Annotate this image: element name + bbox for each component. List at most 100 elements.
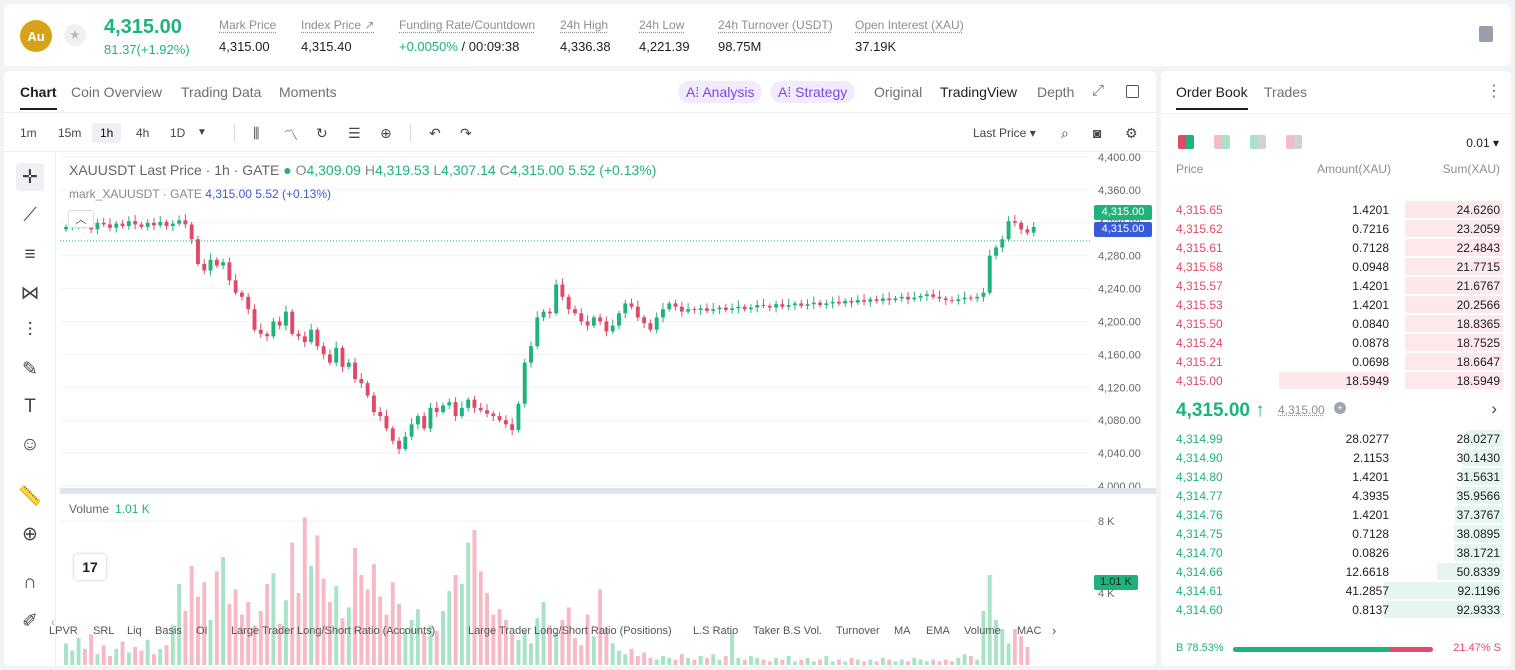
more-icon[interactable]: ⋮ <box>1486 83 1502 100</box>
bid-row[interactable]: 4,314.60 0.8137 92.9333 <box>1161 600 1511 619</box>
indicator-lpvr[interactable]: LPVR <box>49 625 78 637</box>
indicator-liq[interactable]: Liq <box>127 625 142 637</box>
bid-row[interactable]: 4,314.90 2.1153 30.1430 <box>1161 448 1511 467</box>
timeframe-1h[interactable]: 1h <box>92 123 122 143</box>
ask-row[interactable]: 4,315.53 1.4201 20.2566 <box>1161 295 1511 314</box>
indicator-ma[interactable]: MA <box>894 625 911 637</box>
bid-row[interactable]: 4,314.61 41.2857 92.1196 <box>1161 581 1511 600</box>
bid-row[interactable]: 4,314.75 0.7128 38.0895 <box>1161 524 1511 543</box>
redo-icon[interactable]: ↷ <box>460 125 472 141</box>
ruler-icon[interactable]: 📏 <box>18 486 42 507</box>
orderbook-panel: Order Book Trades ⋮ 0.01 ▾ Price Amount(… <box>1161 71 1511 666</box>
indicator-oi[interactable]: OI <box>196 625 208 637</box>
collapse-legend-button[interactable]: ︿ <box>68 210 94 228</box>
candlestick-chart[interactable]: 4,400.004,360.004,320.004,280.004,240.00… <box>4 153 1156 666</box>
bid-row[interactable]: 4,314.99 28.0277 28.0277 <box>1161 429 1511 448</box>
ask-row[interactable]: 4,315.00 18.5949 18.5949 <box>1161 371 1511 390</box>
indicator-ls-ratio[interactable]: L.S Ratio <box>693 625 739 637</box>
bid-row[interactable]: 4,314.76 1.4201 37.3767 <box>1161 505 1511 524</box>
indicator-macd[interactable]: MAC <box>1017 625 1042 637</box>
pencil-lock-icon[interactable]: ✐ <box>22 610 38 632</box>
candles-icon[interactable]: ⫼ <box>253 125 260 141</box>
row-sum: 35.9566 <box>1456 489 1500 503</box>
indicator-large-trader-accounts[interactable]: Large Trader Long/Short Ratio (Accounts) <box>231 625 436 637</box>
ask-row[interactable]: 4,315.21 0.0698 18.6647 <box>1161 352 1511 371</box>
favorite-star-icon[interactable]: ★ <box>64 24 86 46</box>
magnet-icon[interactable]: ∩ <box>23 572 37 593</box>
search-icon[interactable]: ⌕ <box>1061 125 1069 141</box>
ask-row[interactable]: 4,315.61 0.7128 22.4843 <box>1161 238 1511 257</box>
settings-icon[interactable]: ⚙ <box>1125 125 1138 141</box>
tab-depth[interactable]: Depth <box>1037 84 1075 100</box>
timeframe-1m[interactable]: 1m <box>20 126 37 140</box>
timeframe-15m[interactable]: 15m <box>58 126 82 140</box>
book-icon[interactable] <box>1479 26 1493 42</box>
strategy-button[interactable]: A⁞ Strategy <box>770 81 856 103</box>
window-icon[interactable] <box>1126 85 1139 98</box>
chevron-right-icon[interactable]: › <box>1491 399 1497 418</box>
volume-bar <box>240 614 244 665</box>
shield-icon[interactable]: + <box>1334 402 1346 414</box>
horizontal-lines-icon[interactable]: ≡ <box>24 244 36 265</box>
pattern-icon[interactable]: ⋈ <box>20 282 40 304</box>
indicators-icon[interactable]: 〽 <box>284 127 298 143</box>
volume-bar <box>340 618 345 665</box>
camera-icon[interactable]: ◙ <box>1093 125 1102 141</box>
crosshair-icon[interactable]: ✛ <box>16 163 44 191</box>
tab-original[interactable]: Original <box>874 84 923 100</box>
indicator-ema[interactable]: EMA <box>926 625 950 637</box>
emoji-icon[interactable]: ☺ <box>20 434 40 455</box>
view-both-icon[interactable] <box>1178 135 1194 149</box>
indicator-turnover[interactable]: Turnover <box>836 625 880 637</box>
view-buy-icon[interactable] <box>1250 135 1266 149</box>
tab-coin-overview[interactable]: Coin Overview <box>71 84 163 100</box>
add-icon[interactable]: ⊕ <box>380 125 392 141</box>
analysis-button[interactable]: A⁞ Analysis <box>678 81 763 103</box>
indicator-basis[interactable]: Basis <box>155 625 182 637</box>
trendline-icon[interactable]: ⟋ <box>23 205 37 226</box>
text-icon[interactable]: T <box>24 396 36 417</box>
candle <box>265 333 270 337</box>
precision-select[interactable]: 0.01 ▾ <box>1466 136 1499 150</box>
refresh-icon[interactable]: ↻ <box>316 125 328 141</box>
tab-trades[interactable]: Trades <box>1264 84 1308 100</box>
undo-icon[interactable]: ↶ <box>429 125 441 141</box>
tab-order-book[interactable]: Order Book <box>1176 84 1248 110</box>
timeframe-1d[interactable]: 1D <box>170 126 186 140</box>
bid-row[interactable]: 4,314.77 4.3935 35.9566 <box>1161 486 1511 505</box>
volume-bar <box>560 620 565 665</box>
bid-row[interactable]: 4,314.66 12.6618 50.8339 <box>1161 562 1511 581</box>
ask-row[interactable]: 4,315.50 0.0840 18.8365 <box>1161 314 1511 333</box>
ask-row[interactable]: 4,315.24 0.0878 18.7525 <box>1161 333 1511 352</box>
bid-row[interactable]: 4,314.70 0.0826 38.1721 <box>1161 543 1511 562</box>
candle <box>541 311 546 318</box>
bid-row[interactable]: 4,314.80 1.4201 31.5631 <box>1161 467 1511 486</box>
candle <box>711 309 716 311</box>
brush-icon[interactable]: ✎ <box>22 358 38 380</box>
fib-icon[interactable]: ⫶ <box>27 320 33 341</box>
timeframe-4h[interactable]: 4h <box>136 126 150 140</box>
view-sell-icon[interactable] <box>1286 135 1302 149</box>
tab-tradingview[interactable]: TradingView <box>940 84 1018 100</box>
chevron-down-icon[interactable]: ▼ <box>197 127 207 138</box>
chevron-right-icon[interactable]: › <box>1052 623 1057 638</box>
candle <box>629 303 634 307</box>
ask-row[interactable]: 4,315.65 1.4201 24.6260 <box>1161 200 1511 219</box>
indicator-volume[interactable]: Volume <box>964 625 1001 637</box>
indicator-taker-vol[interactable]: Taker B.S Vol. <box>753 625 823 637</box>
view-bids-icon[interactable] <box>1214 135 1230 149</box>
ask-row[interactable]: 4,315.62 0.7216 23.2059 <box>1161 219 1511 238</box>
indicator-srl[interactable]: SRL <box>93 625 115 637</box>
layout-icon[interactable]: ☰ <box>348 125 361 141</box>
tab-chart[interactable]: Chart <box>20 84 57 110</box>
tab-trading-data[interactable]: Trading Data <box>181 84 262 100</box>
indicator-large-trader-positions[interactable]: Large Trader Long/Short Ratio (Positions… <box>468 625 672 637</box>
expand-icon[interactable]: ⤢ <box>1092 82 1105 99</box>
volume-bar <box>334 585 339 665</box>
price-type-select[interactable]: Last Price ▾ <box>973 126 1036 140</box>
ask-row[interactable]: 4,315.57 1.4201 21.6767 <box>1161 276 1511 295</box>
candle <box>648 323 653 330</box>
ask-row[interactable]: 4,315.58 0.0948 21.7715 <box>1161 257 1511 276</box>
zoom-in-icon[interactable]: ⊕ <box>22 523 38 545</box>
tab-moments[interactable]: Moments <box>279 84 337 100</box>
